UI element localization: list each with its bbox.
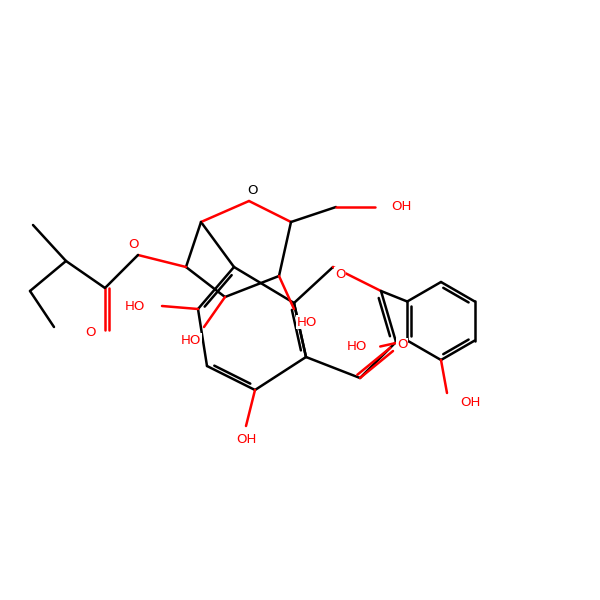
Text: HO: HO (125, 299, 145, 313)
Text: O: O (335, 268, 346, 281)
Text: OH: OH (236, 433, 256, 446)
Text: OH: OH (460, 395, 481, 409)
Text: O: O (247, 184, 257, 197)
Text: OH: OH (391, 200, 412, 214)
Text: HO: HO (347, 340, 367, 353)
Text: O: O (85, 326, 95, 340)
Text: O: O (397, 338, 407, 352)
Text: O: O (128, 238, 139, 251)
Text: HO: HO (181, 334, 201, 347)
Text: HO: HO (297, 316, 317, 329)
